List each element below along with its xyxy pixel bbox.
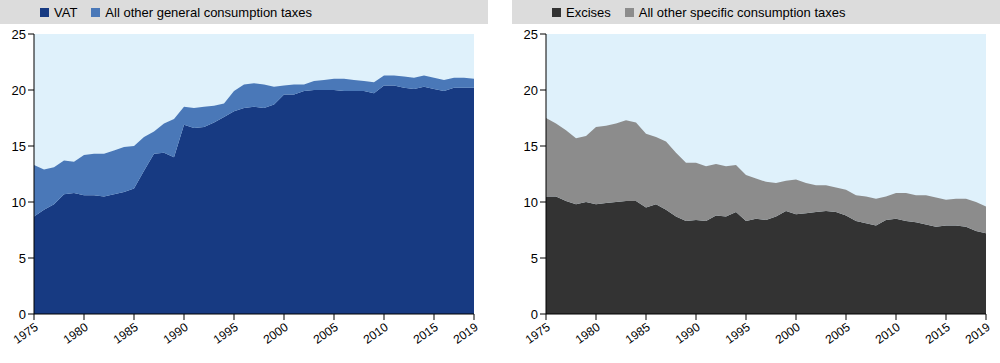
svg-text:1995: 1995: [723, 320, 753, 347]
svg-text:1980: 1980: [573, 320, 603, 347]
svg-text:20: 20: [12, 83, 26, 98]
svg-text:1985: 1985: [111, 320, 141, 347]
svg-text:5: 5: [531, 251, 538, 266]
svg-text:2000: 2000: [261, 320, 291, 347]
html-text:Excises: Excises: [566, 4, 611, 20]
html-text:All other general consumption: All other general consumption taxes: [105, 4, 312, 20]
svg-text:0: 0: [531, 307, 538, 322]
svg-text:1990: 1990: [673, 320, 703, 347]
svg-text:2010: 2010: [873, 320, 903, 347]
svg-text:1975: 1975: [11, 320, 41, 347]
svg-text:15: 15: [524, 139, 538, 154]
svg-text:20: 20: [524, 83, 538, 98]
svg-text:2019: 2019: [451, 320, 481, 347]
svg-text:1985: 1985: [623, 320, 653, 347]
html-text:VAT: VAT: [54, 4, 78, 20]
svg-text:25: 25: [524, 27, 538, 42]
svg-text:2010: 2010: [361, 320, 391, 347]
svg-text:2005: 2005: [311, 320, 341, 347]
svg-text:2015: 2015: [411, 320, 441, 347]
svg-text:1990: 1990: [161, 320, 191, 347]
svg-text:25: 25: [12, 27, 26, 42]
svg-text:2005: 2005: [823, 320, 853, 347]
svg-text:10: 10: [524, 195, 538, 210]
svg-text:2015: 2015: [923, 320, 953, 347]
svg-text:10: 10: [12, 195, 26, 210]
html-text:All other specific consumption: All other specific consumption taxes: [638, 4, 846, 20]
svg-text:2019: 2019: [963, 320, 992, 347]
svg-text:2000: 2000: [773, 320, 803, 347]
svg-text:1975: 1975: [523, 320, 553, 347]
svg-text:5: 5: [19, 251, 26, 266]
svg-text:1980: 1980: [61, 320, 91, 347]
svg-text:0: 0: [19, 307, 26, 322]
svg-text:1995: 1995: [211, 320, 241, 347]
svg-text:15: 15: [12, 139, 26, 154]
